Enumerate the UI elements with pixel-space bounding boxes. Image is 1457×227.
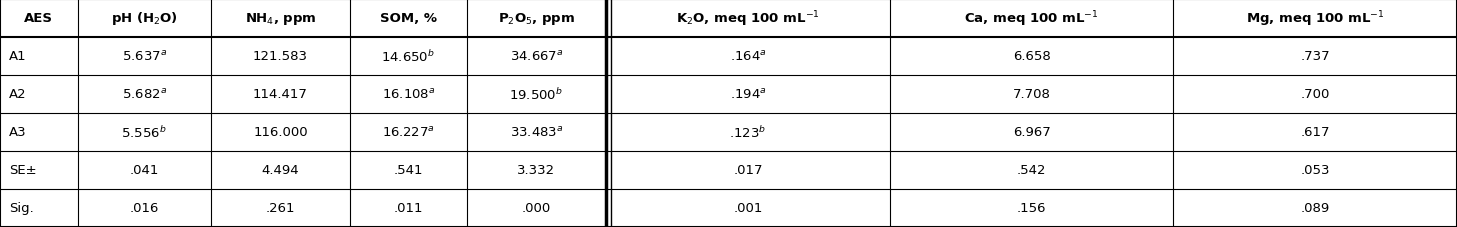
Text: 6.658: 6.658 xyxy=(1013,50,1050,63)
Text: .700: .700 xyxy=(1301,88,1330,101)
Text: .123$^b$: .123$^b$ xyxy=(730,124,766,140)
Text: 114.417: 114.417 xyxy=(254,88,307,101)
Text: A3: A3 xyxy=(9,126,26,139)
Text: .194$^a$: .194$^a$ xyxy=(730,88,766,101)
Text: .542: .542 xyxy=(1017,164,1046,177)
Text: .001: .001 xyxy=(733,202,762,215)
Text: 34.667$^a$: 34.667$^a$ xyxy=(510,50,564,64)
Text: Mg, meq 100 mL$^{-1}$: Mg, meq 100 mL$^{-1}$ xyxy=(1246,9,1384,29)
Text: Sig.: Sig. xyxy=(9,202,34,215)
Text: 4.494: 4.494 xyxy=(262,164,299,177)
Text: .053: .053 xyxy=(1301,164,1330,177)
Text: pH (H$_2$O): pH (H$_2$O) xyxy=(111,10,178,27)
Text: Ca, meq 100 mL$^{-1}$: Ca, meq 100 mL$^{-1}$ xyxy=(965,9,1099,29)
Text: NH$_4$, ppm: NH$_4$, ppm xyxy=(245,11,316,27)
Text: A1: A1 xyxy=(9,50,26,63)
Text: .261: .261 xyxy=(265,202,296,215)
Text: 116.000: 116.000 xyxy=(254,126,307,139)
Text: .041: .041 xyxy=(130,164,159,177)
Text: .737: .737 xyxy=(1301,50,1330,63)
Text: .017: .017 xyxy=(733,164,762,177)
Text: 33.483$^a$: 33.483$^a$ xyxy=(510,126,564,139)
Text: A2: A2 xyxy=(9,88,26,101)
Text: SE±: SE± xyxy=(9,164,36,177)
Text: .156: .156 xyxy=(1017,202,1046,215)
Text: 121.583: 121.583 xyxy=(254,50,307,63)
Text: AES: AES xyxy=(25,12,54,25)
Text: .541: .541 xyxy=(393,164,423,177)
Text: .000: .000 xyxy=(522,202,551,215)
Text: 6.967: 6.967 xyxy=(1013,126,1050,139)
Text: .164$^a$: .164$^a$ xyxy=(730,50,766,64)
Text: .617: .617 xyxy=(1301,126,1330,139)
Text: 5.556$^b$: 5.556$^b$ xyxy=(121,124,168,140)
Text: 16.108$^a$: 16.108$^a$ xyxy=(382,88,436,101)
Text: .016: .016 xyxy=(130,202,159,215)
Text: .089: .089 xyxy=(1301,202,1330,215)
Text: K$_2$O, meq 100 mL$^{-1}$: K$_2$O, meq 100 mL$^{-1}$ xyxy=(676,9,820,29)
Text: 5.637$^a$: 5.637$^a$ xyxy=(122,50,166,64)
Text: 5.682$^a$: 5.682$^a$ xyxy=(122,88,166,101)
Text: 3.332: 3.332 xyxy=(517,164,555,177)
Text: SOM, %: SOM, % xyxy=(380,12,437,25)
Text: P$_2$O$_5$, ppm: P$_2$O$_5$, ppm xyxy=(498,11,576,27)
Text: 7.708: 7.708 xyxy=(1013,88,1050,101)
Text: .011: .011 xyxy=(393,202,423,215)
Text: 14.650$^b$: 14.650$^b$ xyxy=(382,49,436,65)
Text: 16.227$^a$: 16.227$^a$ xyxy=(382,126,434,139)
Text: 19.500$^b$: 19.500$^b$ xyxy=(510,87,564,103)
